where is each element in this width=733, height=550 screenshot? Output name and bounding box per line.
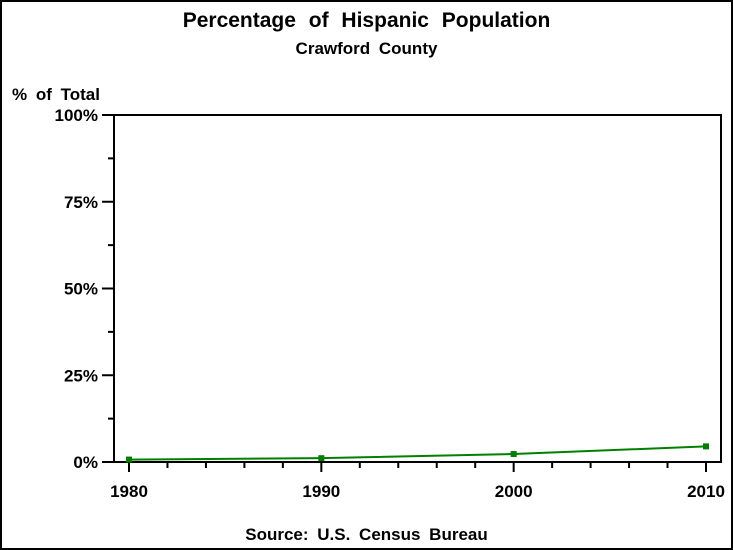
data-point-1990: [318, 455, 325, 462]
data-point-2000: [510, 451, 517, 458]
source-note: Source: U.S. Census Bureau: [245, 525, 488, 544]
series-line-hispanic-percent: [128, 445, 707, 461]
data-point-1980: [126, 456, 132, 463]
y-tick-label: 25%: [64, 366, 98, 385]
y-tick-label: 0%: [73, 453, 98, 472]
y-tick-label: 75%: [64, 193, 98, 212]
x-tick-label: 1980: [110, 482, 148, 501]
plot-frame: [113, 114, 722, 463]
y-axis-title: % of Total: [12, 85, 100, 104]
y-tick-label: 50%: [64, 280, 98, 299]
chart-subtitle: Crawford County: [295, 39, 438, 58]
y-tick-label: 100%: [55, 106, 98, 125]
x-tick-label: 1990: [302, 482, 340, 501]
chart-title: Percentage of Hispanic Population: [182, 9, 551, 32]
x-tick-label: 2000: [495, 482, 533, 501]
x-tick-label: 2010: [687, 482, 725, 501]
data-point-2010: [703, 443, 709, 450]
